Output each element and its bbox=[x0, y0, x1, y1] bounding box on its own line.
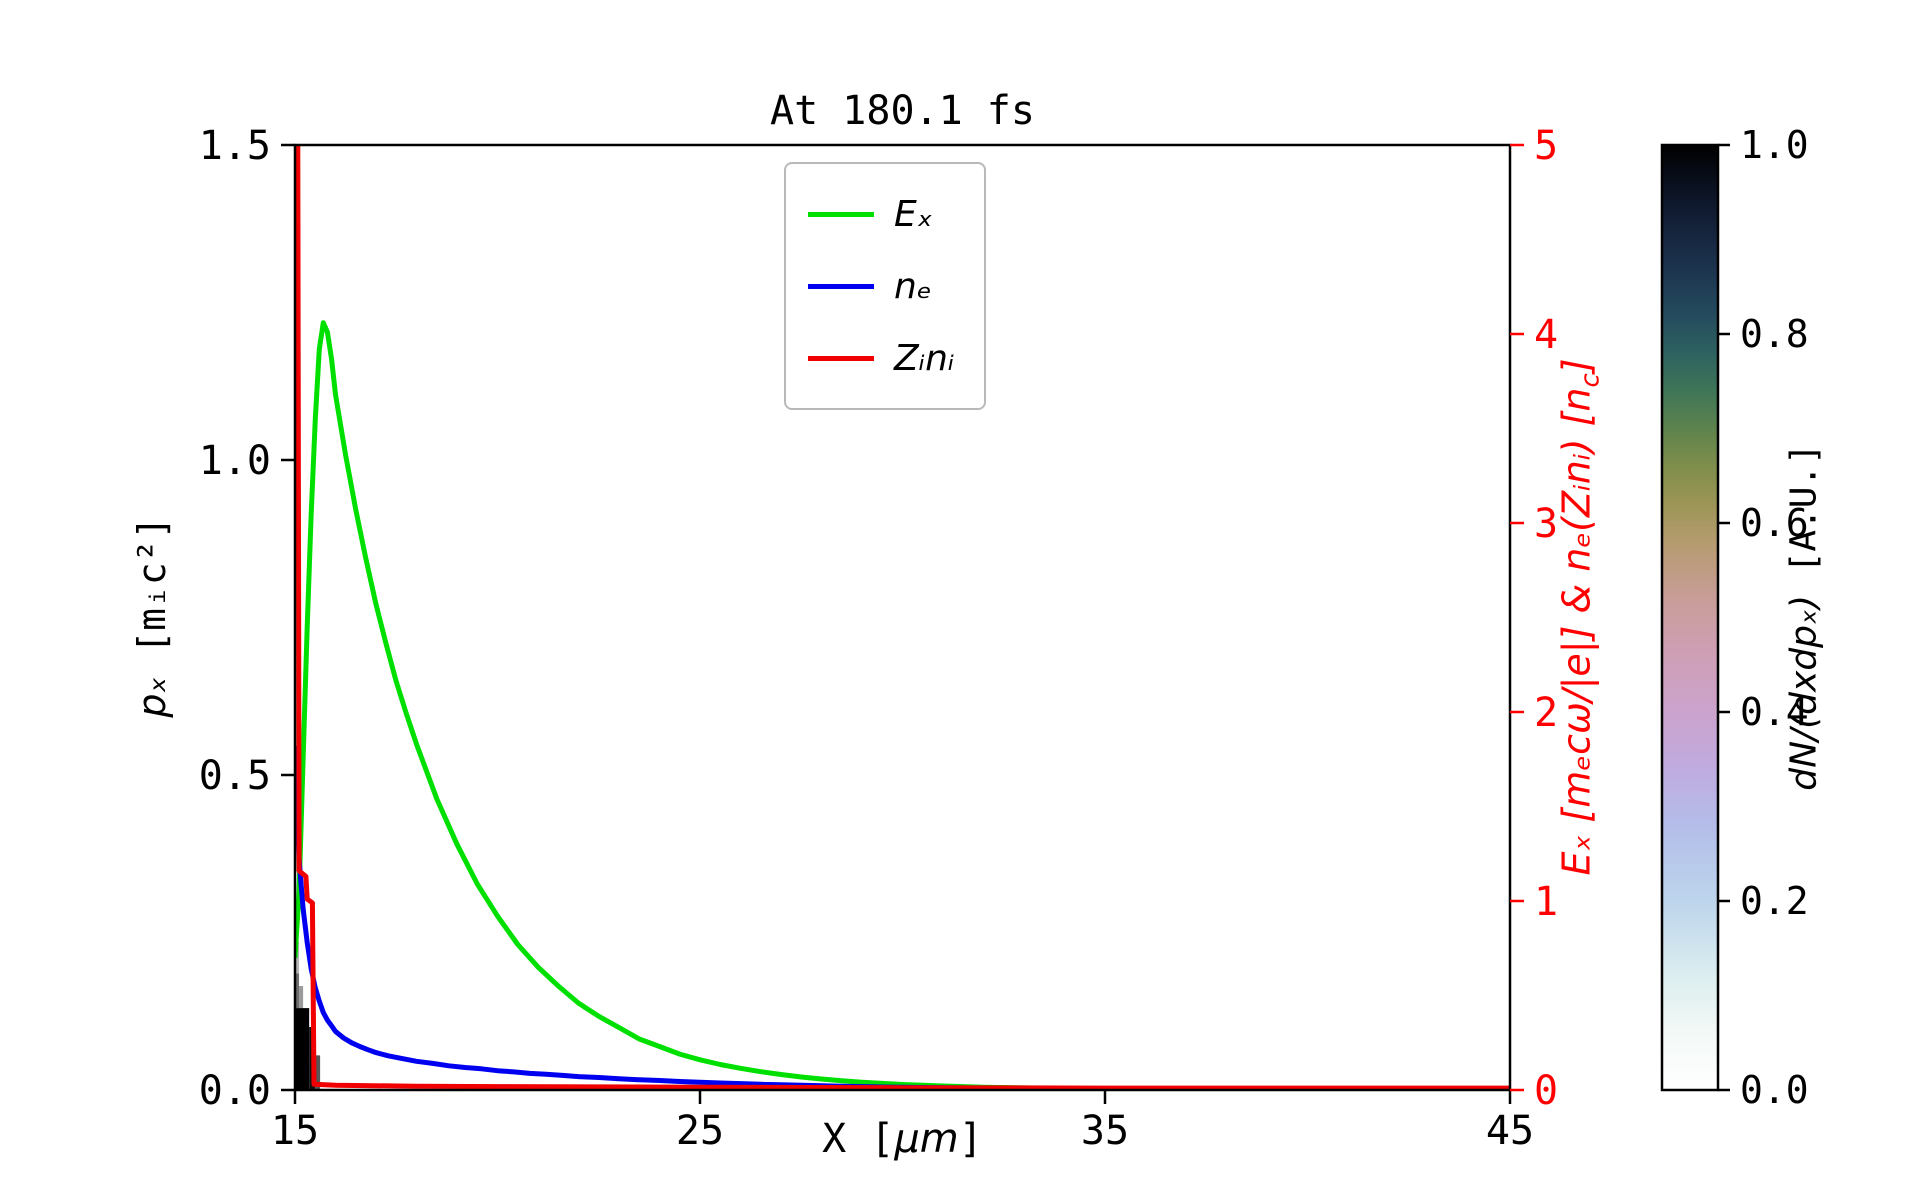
colorbar-label-math: dN/(dxdpₓ) bbox=[1783, 594, 1825, 791]
legend-label-ex: Eₓ bbox=[894, 193, 933, 235]
legend-swatch-ex bbox=[808, 211, 874, 217]
colorbar-tick-label: 0.2 bbox=[1740, 879, 1809, 923]
zini-curve bbox=[295, 145, 1510, 1090]
legend-swatch-ne bbox=[808, 283, 874, 289]
phase-space-cell bbox=[295, 1008, 310, 1090]
chart-title: At 180.1 fs bbox=[770, 88, 1035, 134]
legend-item-ne: nₑ bbox=[808, 250, 954, 322]
x-tick-label: 25 bbox=[676, 1108, 724, 1154]
legend-label-zini: Zᵢnᵢ bbox=[894, 337, 955, 379]
legend-swatch-zini bbox=[808, 355, 874, 361]
y-left-tick-label: 0.0 bbox=[199, 1068, 271, 1114]
y-right-label-main: Eₓ [mₑcω/|e|] & nₑ(Zᵢnᵢ) [n bbox=[1554, 387, 1599, 876]
x-axis-label: X [µm] bbox=[295, 1116, 1510, 1162]
y-right-tick-label: 3 bbox=[1534, 501, 1558, 547]
y-right-tick-label: 1 bbox=[1534, 879, 1558, 925]
colorbar-tick-label: 0.4 bbox=[1740, 690, 1809, 734]
colorbar-tick-label: 0.8 bbox=[1740, 312, 1809, 356]
phase-space-cell bbox=[295, 973, 300, 1009]
y-left-label-math: pₓ bbox=[130, 676, 174, 718]
y-right-tick-label: 4 bbox=[1534, 312, 1558, 358]
x-tick-label: 35 bbox=[1081, 1108, 1129, 1154]
colorbar-label-units: [A.U.] bbox=[1783, 443, 1825, 595]
y-right-label-sub: c bbox=[1575, 373, 1606, 388]
colorbar-tick-label: 0.0 bbox=[1740, 1068, 1809, 1112]
x-axis-label-mu: µm bbox=[894, 1116, 959, 1162]
legend: Eₓ nₑ Zᵢnᵢ bbox=[784, 162, 987, 410]
plot-area bbox=[295, 145, 1510, 1090]
x-tick-label: 15 bbox=[271, 1108, 319, 1154]
x-axis-label-post: ] bbox=[958, 1116, 983, 1162]
x-axis-label-pre: X [ bbox=[822, 1116, 895, 1162]
phase-space-cell bbox=[299, 986, 304, 1009]
legend-item-ex: Eₓ bbox=[808, 178, 954, 250]
y-right-axis-label: Eₓ [mₑcω/|e|] & nₑ(Zᵢnᵢ) [nc] bbox=[1555, 358, 1606, 875]
plot-border bbox=[293, 143, 1512, 1092]
y-right-label-close: ] bbox=[1554, 358, 1599, 374]
legend-item-zini: Zᵢnᵢ bbox=[808, 322, 954, 394]
y-left-tick-label: 1.5 bbox=[199, 123, 271, 169]
y-right-tick-label: 0 bbox=[1534, 1068, 1558, 1114]
x-tick-label: 45 bbox=[1486, 1108, 1534, 1154]
y-right-tick-label: 2 bbox=[1534, 690, 1558, 736]
y-right-tick-label: 5 bbox=[1534, 123, 1558, 169]
phase-space-cell bbox=[315, 1055, 321, 1090]
colorbar bbox=[1660, 143, 1720, 1092]
y-left-label-units: [mᵢc²] bbox=[130, 516, 174, 677]
y-left-tick-label: 0.5 bbox=[199, 753, 271, 799]
y-left-axis-label: pₓ [mᵢc²] bbox=[130, 516, 174, 717]
colorbar-label: dN/(dxdpₓ) [A.U.] bbox=[1784, 443, 1825, 791]
ne-curve bbox=[295, 745, 1510, 1090]
colorbar-tick-label: 0.6 bbox=[1740, 501, 1809, 545]
ex-curve bbox=[295, 320, 1510, 1090]
y-left-tick-label: 1.0 bbox=[199, 438, 271, 484]
legend-label-ne: nₑ bbox=[894, 265, 932, 307]
colorbar-tick-label: 1.0 bbox=[1740, 123, 1809, 167]
